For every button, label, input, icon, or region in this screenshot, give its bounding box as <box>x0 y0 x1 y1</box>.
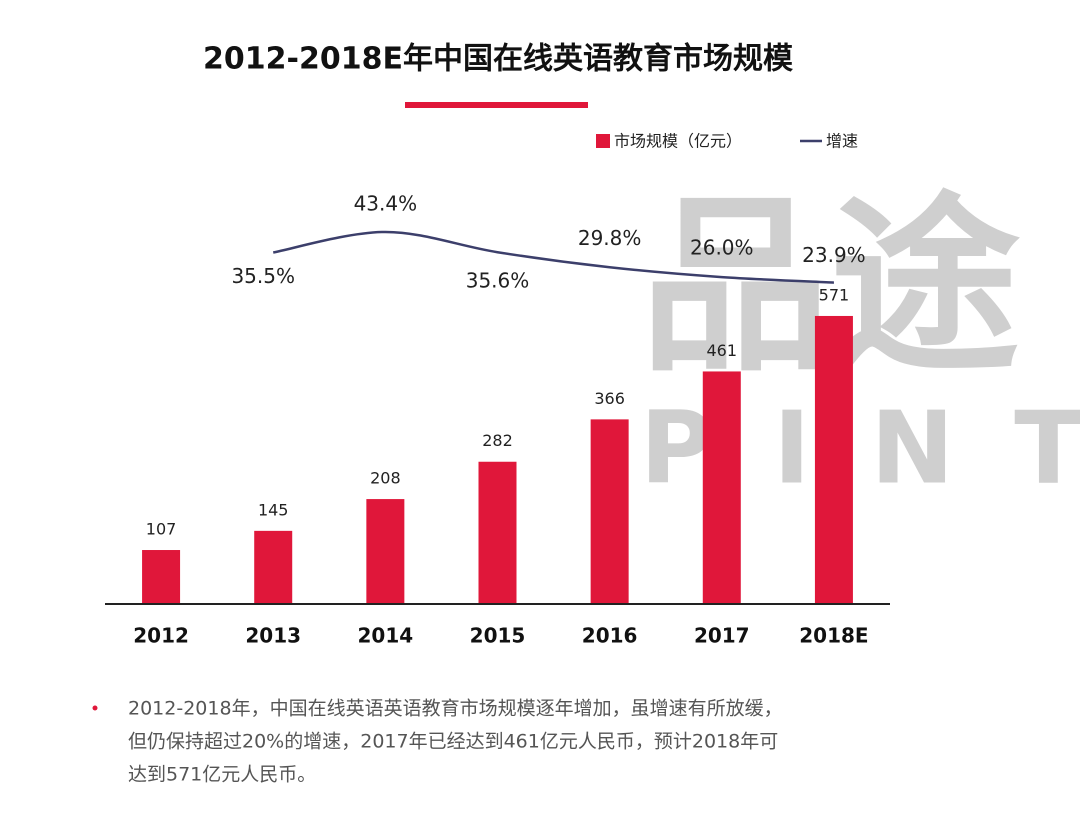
x-tick-label: 2013 <box>245 624 301 648</box>
growth-label: 23.9% <box>802 243 866 267</box>
bar <box>366 499 405 604</box>
x-tick-label: 2016 <box>582 624 638 648</box>
chart-title: 2012-2018E年中国在线英语教育市场规模 <box>203 42 793 77</box>
x-tick-label: 2015 <box>470 624 526 648</box>
bullet <box>92 705 98 711</box>
bar-value-label: 282 <box>482 431 513 450</box>
bar <box>142 550 181 604</box>
bar <box>254 530 293 604</box>
bar-value-label: 145 <box>258 500 289 519</box>
growth-label: 26.0% <box>690 236 754 260</box>
legend-label: 市场规模（亿元） <box>614 132 742 151</box>
bar-value-label: 571 <box>819 285 850 304</box>
x-tick-label: 2014 <box>358 624 414 648</box>
growth-label: 35.5% <box>231 264 295 288</box>
bar <box>702 371 741 604</box>
x-tick-label: 2018E <box>799 624 868 648</box>
legend-swatch <box>596 134 610 148</box>
legend-label: 增速 <box>826 132 858 151</box>
bar-value-label: 366 <box>594 389 625 408</box>
bar <box>478 461 517 604</box>
note-text: 达到571亿元人民币。 <box>128 764 316 786</box>
bar-value-label: 107 <box>146 520 177 539</box>
x-tick-label: 2017 <box>694 624 750 648</box>
title-underline <box>405 102 588 108</box>
bar-value-label: 208 <box>370 469 401 488</box>
bar <box>814 315 853 604</box>
note-text: 但仍保持超过20%的增速，2017年已经达到461亿元人民币，预计2018年可 <box>128 731 778 753</box>
x-tick-label: 2012 <box>133 624 189 648</box>
note-text: 2012-2018年，中国在线英语英语教育市场规模逐年增加，虽增速有所放缓， <box>128 698 783 720</box>
growth-label: 29.8% <box>578 226 642 250</box>
growth-label: 35.6% <box>466 269 530 293</box>
bar <box>590 419 629 604</box>
bar-value-label: 461 <box>707 341 738 360</box>
growth-line <box>272 230 834 284</box>
growth-label: 43.4% <box>354 191 418 215</box>
